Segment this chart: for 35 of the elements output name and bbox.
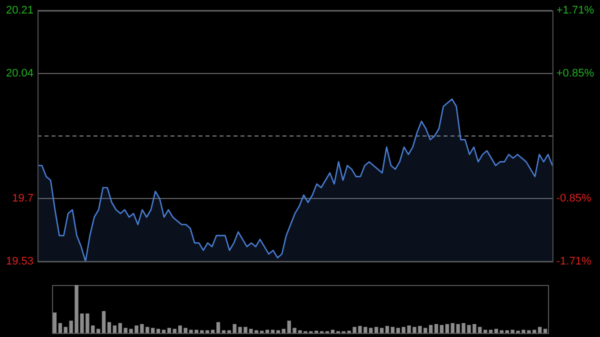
- bar: [424, 328, 428, 333]
- bar: [102, 311, 106, 333]
- bar: [112, 325, 117, 333]
- bar: [445, 324, 449, 333]
- bar: [156, 328, 160, 333]
- y-tick-label: 19.53: [6, 255, 34, 268]
- bar: [107, 322, 112, 333]
- bar: [494, 328, 498, 333]
- bar: [52, 312, 57, 333]
- bar: [390, 326, 394, 333]
- bar: [216, 322, 220, 333]
- bar: [434, 324, 438, 333]
- bar: [172, 328, 176, 333]
- bar: [478, 326, 482, 333]
- y2-tick-label: -1.71%: [556, 255, 592, 268]
- bar: [282, 328, 286, 333]
- bar: [440, 324, 444, 333]
- bar: [118, 323, 122, 333]
- bar: [385, 326, 390, 333]
- bar: [543, 328, 548, 333]
- bar: [380, 328, 384, 333]
- y2-tick-label: +0.85%: [556, 68, 594, 80]
- bar: [374, 326, 378, 333]
- bar: [428, 324, 433, 333]
- bar: [96, 328, 100, 333]
- y2-tick-label: -0.85%: [556, 192, 592, 204]
- y-tick-label: 20.04: [6, 67, 34, 80]
- y-tick-label: 19.7: [12, 192, 34, 205]
- bar: [58, 323, 62, 333]
- bar: [151, 328, 155, 333]
- y2-tick-label: +1.71%: [556, 4, 594, 17]
- bar: [538, 326, 542, 333]
- y-tick-label: 20.21: [6, 4, 34, 17]
- bar: [167, 328, 172, 333]
- bar: [369, 328, 373, 333]
